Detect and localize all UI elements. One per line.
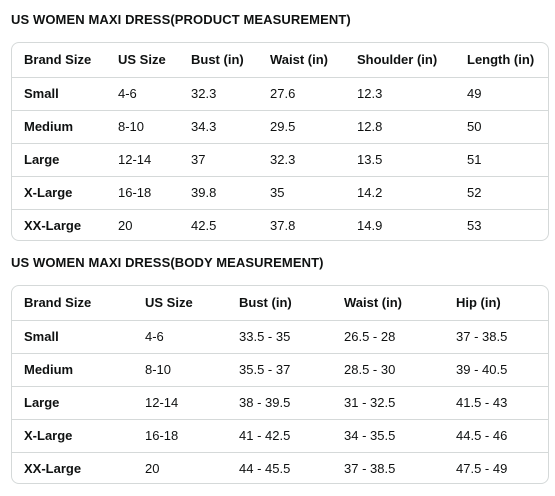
table-cell: 35 <box>258 175 345 209</box>
table-cell: 20 <box>106 208 179 240</box>
table-row: X-Large 16-18 41 - 42.5 34 - 35.5 44.5 - 46 <box>12 418 548 452</box>
table-cell: 53 <box>455 208 548 240</box>
column-header: US Size <box>145 295 193 311</box>
product-measurement-table: Brand Size US Size Bust (in) Waist (in) Shou… <box>12 43 548 240</box>
table-cell: 34.3 <box>179 109 258 143</box>
brand-size-cell: Medium <box>12 109 106 143</box>
table-cell: 39.8 <box>179 175 258 209</box>
table-cell: 16-18 <box>133 418 227 452</box>
column-header: Bust (in) <box>239 295 292 311</box>
body-measurement-table: Brand Size US Size Bust (in) Waist (in) Hip … <box>12 286 548 483</box>
table-cell: 41.5 - 43 <box>444 385 548 419</box>
brand-size-cell: X-Large <box>12 418 133 452</box>
column-header: Waist (in) <box>344 295 403 311</box>
table-cell: 41 - 42.5 <box>227 418 332 452</box>
table-cell: 49 <box>455 76 548 110</box>
table-row: Small 4-6 32.3 27.6 12.3 49 <box>12 76 548 110</box>
table-cell: 39 - 40.5 <box>444 352 548 386</box>
column-header: Waist (in) <box>270 52 329 68</box>
brand-size-cell: Small <box>12 76 106 110</box>
table-cell: 37 <box>179 142 258 176</box>
table-cell: 8-10 <box>106 109 179 143</box>
product-measurement-title: US WOMEN MAXI DRESS(PRODUCT MEASUREMENT) <box>11 12 351 27</box>
header-row: Brand Size US Size Bust (in) Waist (in) Hip … <box>12 286 548 320</box>
table-cell: 8-10 <box>133 352 227 386</box>
table-cell: 37.8 <box>258 208 345 240</box>
table-cell: 33.5 - 35 <box>227 319 332 353</box>
table-cell: 27.6 <box>258 76 345 110</box>
table-row: Medium 8-10 35.5 - 37 28.5 - 30 39 - 40.5 <box>12 352 548 386</box>
table-cell: 14.9 <box>345 208 455 240</box>
body-measurement-title: US WOMEN MAXI DRESS(BODY MEASUREMENT) <box>11 255 324 270</box>
column-header: Hip (in) <box>456 295 501 311</box>
table-row: XX-Large 20 44 - 45.5 37 - 38.5 47.5 - 49 <box>12 451 548 483</box>
table-cell: 38 - 39.5 <box>227 385 332 419</box>
table-cell: 37 - 38.5 <box>444 319 548 353</box>
column-header: US Size <box>118 52 166 68</box>
table-cell: 26.5 - 28 <box>332 319 444 353</box>
table-row: X-Large 16-18 39.8 35 14.2 52 <box>12 175 548 209</box>
table-cell: 42.5 <box>179 208 258 240</box>
brand-size-cell: Large <box>12 385 133 419</box>
table-cell: 35.5 - 37 <box>227 352 332 386</box>
column-header: Length (in) <box>467 52 535 68</box>
table-cell: 37 - 38.5 <box>332 451 444 483</box>
table-cell: 29.5 <box>258 109 345 143</box>
table-cell: 50 <box>455 109 548 143</box>
table-row: Medium 8-10 34.3 29.5 12.8 50 <box>12 109 548 143</box>
brand-size-cell: Medium <box>12 352 133 386</box>
table-cell: 34 - 35.5 <box>332 418 444 452</box>
brand-size-cell: XX-Large <box>12 451 133 483</box>
table-cell: 52 <box>455 175 548 209</box>
table-cell: 16-18 <box>106 175 179 209</box>
column-header: Bust (in) <box>191 52 244 68</box>
table-cell: 12.8 <box>345 109 455 143</box>
table-cell: 44.5 - 46 <box>444 418 548 452</box>
table-cell: 51 <box>455 142 548 176</box>
header-row: Brand Size US Size Bust (in) Waist (in) Shou… <box>12 43 548 77</box>
table-cell: 4-6 <box>106 76 179 110</box>
table-cell: 28.5 - 30 <box>332 352 444 386</box>
table-cell: 47.5 - 49 <box>444 451 548 483</box>
product-measurement-table-card: Brand Size US Size Bust (in) Waist (in) Shou… <box>11 42 549 241</box>
body-measurement-table-card: Brand Size US Size Bust (in) Waist (in) Hip … <box>11 285 549 484</box>
column-header: Brand Size <box>24 295 92 311</box>
brand-size-cell: XX-Large <box>12 208 106 240</box>
column-header: Brand Size <box>24 52 92 68</box>
brand-size-cell: Small <box>12 319 133 353</box>
brand-size-cell: X-Large <box>12 175 106 209</box>
table-cell: 12.3 <box>345 76 455 110</box>
brand-size-cell: Large <box>12 142 106 176</box>
table-cell: 31 - 32.5 <box>332 385 444 419</box>
table-cell: 20 <box>133 451 227 483</box>
table-cell: 14.2 <box>345 175 455 209</box>
table-cell: 13.5 <box>345 142 455 176</box>
table-cell: 12-14 <box>133 385 227 419</box>
table-cell: 44 - 45.5 <box>227 451 332 483</box>
table-row: Large 12-14 37 32.3 13.5 51 <box>12 142 548 176</box>
column-header: Shoulder (in) <box>357 52 438 68</box>
table-row: Large 12-14 38 - 39.5 31 - 32.5 41.5 - 43 <box>12 385 548 419</box>
table-row: Small 4-6 33.5 - 35 26.5 - 28 37 - 38.5 <box>12 319 548 353</box>
table-cell: 4-6 <box>133 319 227 353</box>
table-cell: 12-14 <box>106 142 179 176</box>
table-cell: 32.3 <box>179 76 258 110</box>
table-cell: 32.3 <box>258 142 345 176</box>
table-row: XX-Large 20 42.5 37.8 14.9 53 <box>12 208 548 240</box>
